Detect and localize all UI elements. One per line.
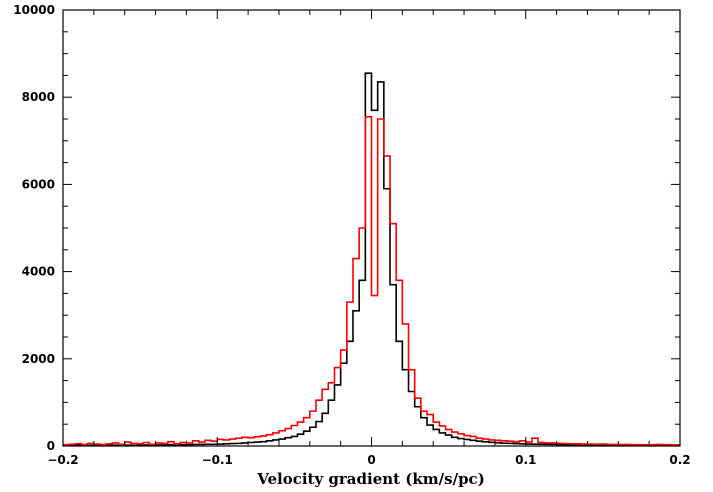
y-tick-label: 6000 — [22, 177, 55, 191]
ticks-layer — [62, 9, 681, 447]
y-tick-label: 4000 — [22, 265, 55, 279]
x-tick-label: 0 — [367, 453, 375, 467]
y-tick-label: 2000 — [22, 352, 55, 366]
x-tick-label: −0.2 — [47, 453, 78, 467]
histogram-series-2 — [63, 116, 680, 446]
x-tick-label: −0.1 — [202, 453, 233, 467]
x-tick-label: 0.2 — [669, 453, 690, 467]
x-tick-label: 0.1 — [515, 453, 536, 467]
x-axis-title: Velocity gradient (km/s/pc) — [256, 470, 485, 488]
y-tick-label: 8000 — [22, 90, 55, 104]
y-tick-label: 10000 — [13, 3, 55, 17]
tick-labels-layer: −0.2 −0.1 0 0.1 0.2 0 2000 4000 6000 8000 10000 — [13, 3, 690, 467]
series-layer — [63, 72, 680, 447]
histogram-series-1 — [63, 72, 680, 447]
y-tick-label: 0 — [47, 439, 55, 453]
